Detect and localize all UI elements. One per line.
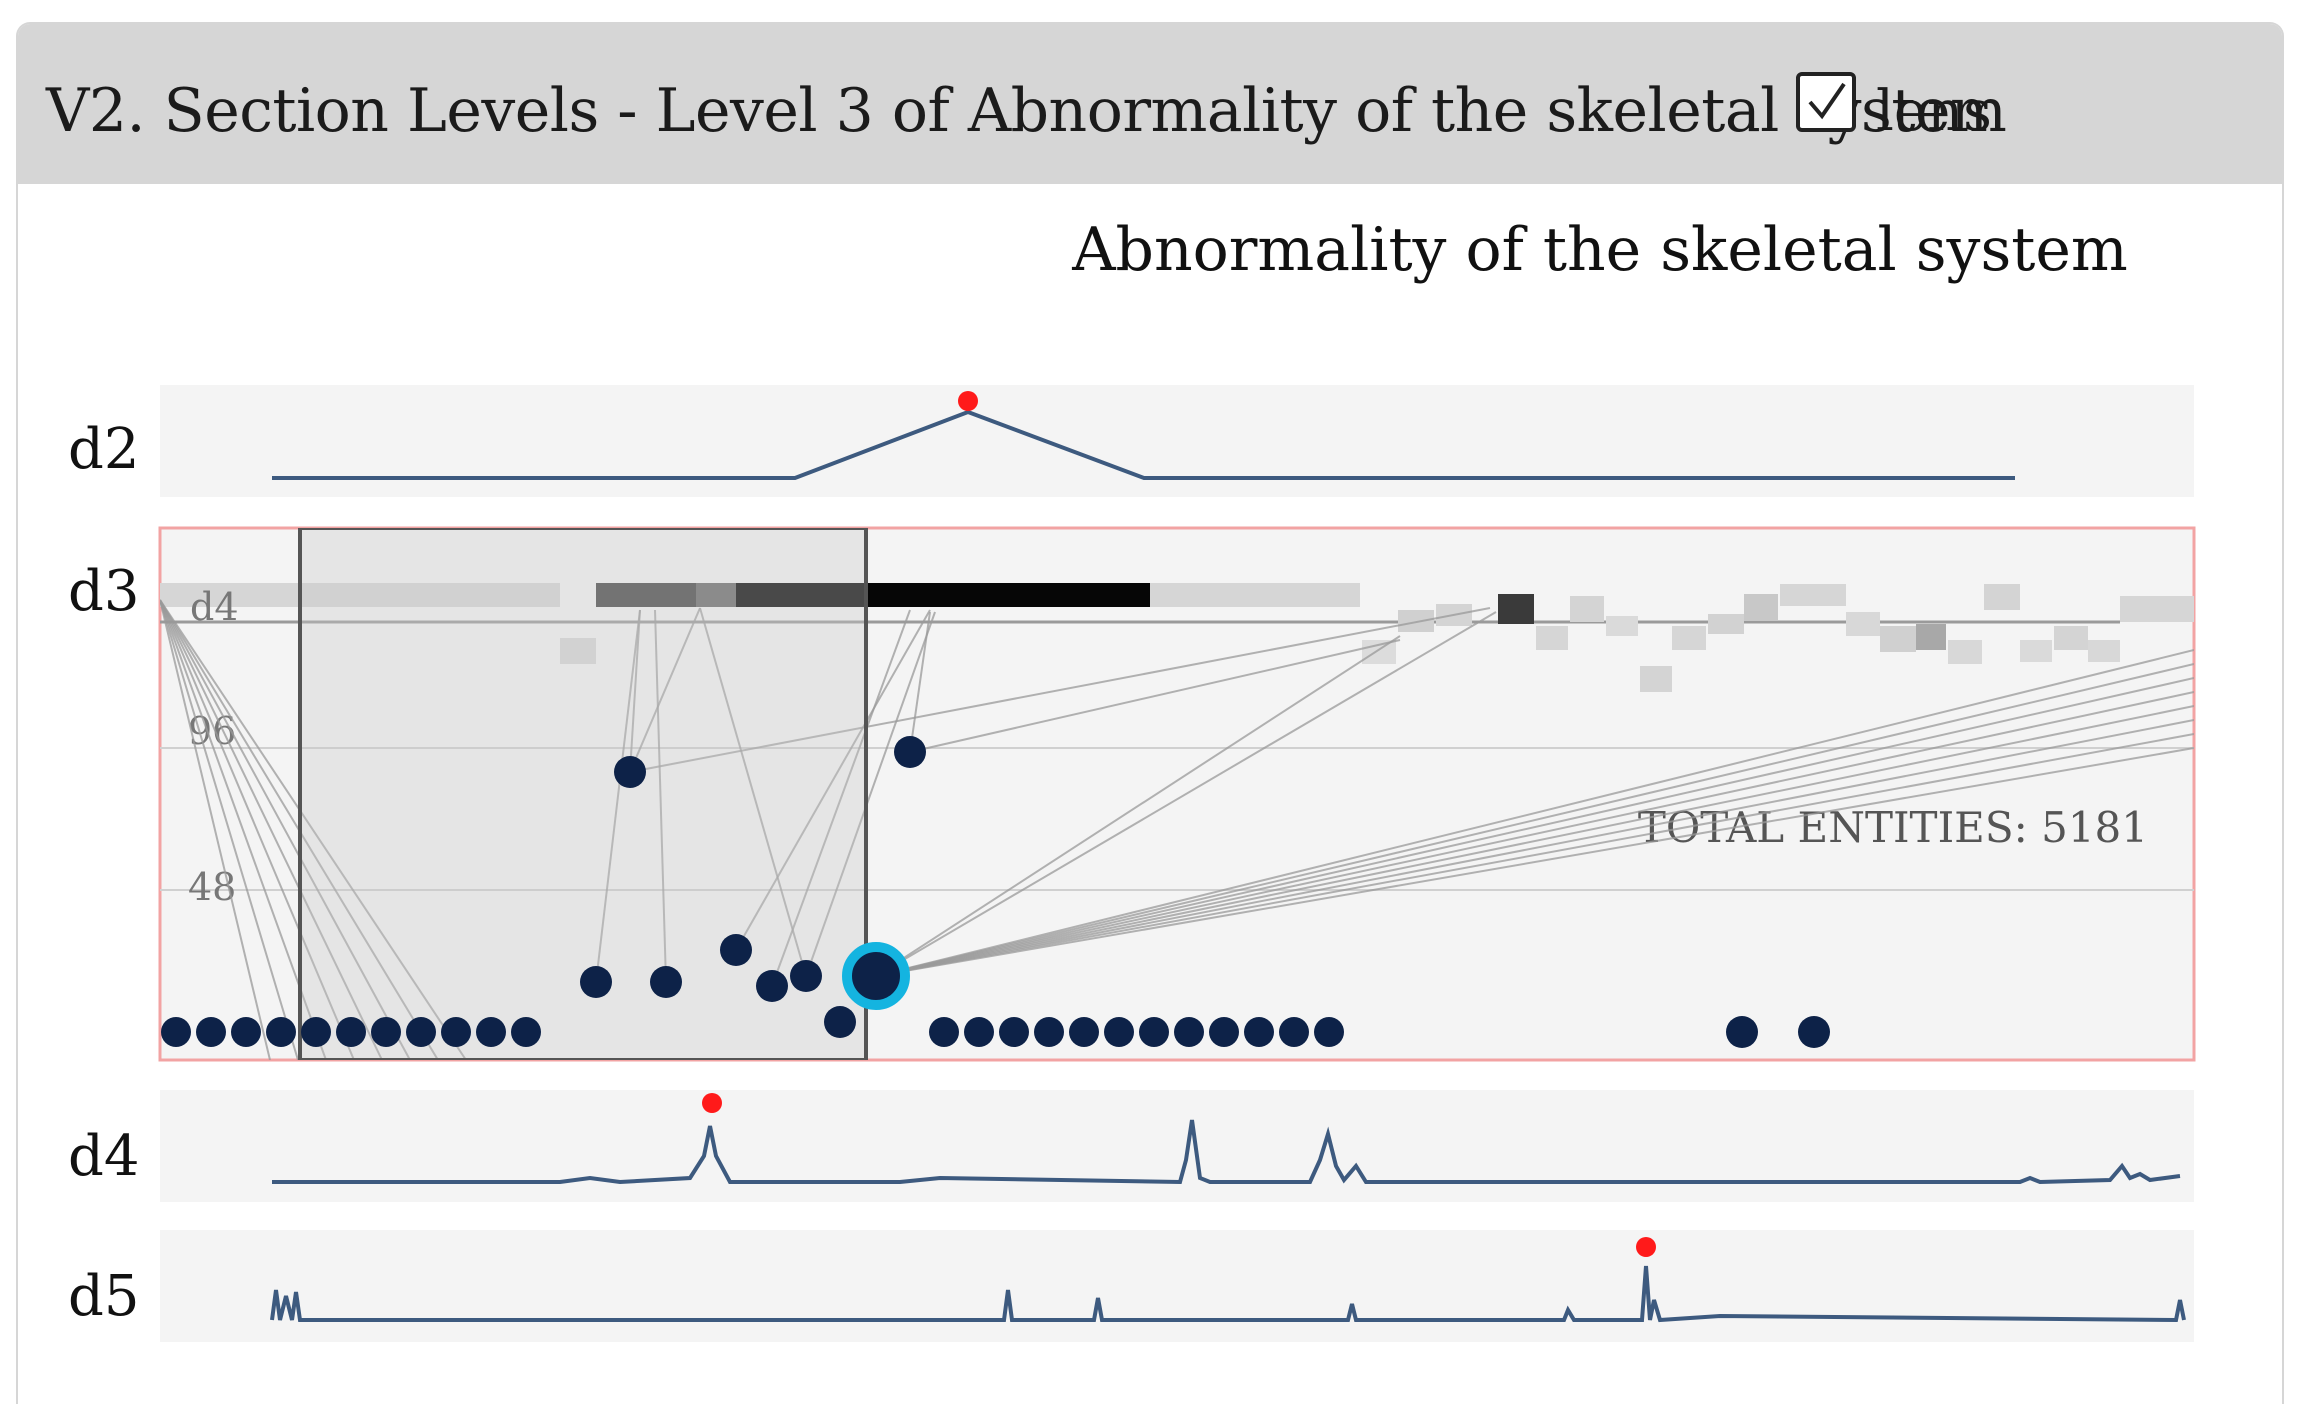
- entity-dot[interactable]: [1279, 1017, 1309, 1047]
- d4-sparkline: [272, 1119, 2181, 1185]
- entity-dot[interactable]: [720, 934, 752, 966]
- entity-dots: [161, 736, 1830, 1048]
- connector-line: [875, 691, 2194, 977]
- entity-dot[interactable]: [824, 1006, 856, 1038]
- connector-line: [875, 705, 2194, 977]
- row-label-d2: d2: [68, 417, 139, 482]
- connector-line: [654, 609, 667, 983]
- chart-title: Abnormality of the skeletal system: [1071, 215, 2128, 285]
- lens-checkbox[interactable]: [1796, 72, 1856, 132]
- entity-dot[interactable]: [1726, 1016, 1758, 1048]
- entity-dot[interactable]: [511, 1017, 541, 1047]
- connector-line: [160, 599, 299, 1060]
- d4-strip-c: [696, 583, 736, 607]
- selected-entity-dot[interactable]: [842, 942, 910, 1010]
- entity-dot[interactable]: [1069, 1017, 1099, 1047]
- connector-line: [735, 609, 931, 951]
- entity-dot[interactable]: [1314, 1017, 1344, 1047]
- d4-strip-d: [736, 583, 1150, 607]
- panel-title: V2. Section Levels - Level 3 of Abnormal…: [46, 76, 2007, 146]
- connector-line: [909, 611, 931, 753]
- entity-dot[interactable]: [301, 1017, 331, 1047]
- d5-sparkline: [270, 1265, 2186, 1323]
- entity-dot[interactable]: [999, 1017, 1029, 1047]
- lens-label: lens: [1876, 79, 1992, 144]
- entity-dot[interactable]: [1244, 1017, 1274, 1047]
- entity-dot[interactable]: [894, 736, 926, 768]
- entity-dot[interactable]: [1174, 1017, 1204, 1047]
- d2-peak-marker: [958, 391, 978, 411]
- entity-dot[interactable]: [441, 1017, 471, 1047]
- connector-line: [771, 609, 911, 987]
- connector-line: [699, 607, 807, 977]
- entity-dot[interactable]: [266, 1017, 296, 1047]
- connector-line: [160, 599, 383, 1060]
- entity-dot[interactable]: [756, 970, 788, 1002]
- entity-dot[interactable]: [336, 1017, 366, 1047]
- d5-peak-marker: [1636, 1237, 1656, 1257]
- entity-dot[interactable]: [1798, 1016, 1830, 1048]
- connector-line: [875, 747, 2194, 977]
- connector-line: [629, 609, 641, 773]
- connector-line: [805, 611, 936, 977]
- entity-dot[interactable]: [964, 1017, 994, 1047]
- entity-dot[interactable]: [406, 1017, 436, 1047]
- entity-dot[interactable]: [790, 960, 822, 992]
- d4-strip-e: [1150, 583, 1360, 607]
- row-d5-background: [160, 1230, 2194, 1342]
- d4-strip-a: [160, 583, 560, 607]
- inner-d4-label: d4: [190, 585, 239, 629]
- d2-sparkline: [272, 409, 2015, 480]
- connector-line: [160, 599, 271, 1060]
- d4-peak-marker: [702, 1093, 722, 1113]
- row-label-d4: d4: [68, 1124, 139, 1189]
- entity-dot[interactable]: [231, 1017, 261, 1047]
- entity-dot[interactable]: [614, 756, 646, 788]
- connector-line: [875, 663, 2194, 977]
- total-entities-label: TOTAL ENTITIES: 5181: [1638, 803, 2148, 852]
- entity-dot[interactable]: [929, 1017, 959, 1047]
- entity-dot[interactable]: [1034, 1017, 1064, 1047]
- entity-dot[interactable]: [196, 1017, 226, 1047]
- connector-line: [629, 607, 701, 773]
- connector-line: [875, 635, 1401, 977]
- panel-header: V2. Section Levels - Level 3 of Abnormal…: [18, 24, 2282, 184]
- connector-lines: [160, 599, 2194, 1060]
- entity-dot[interactable]: [650, 966, 682, 998]
- connector-line: [160, 599, 467, 1060]
- connector-line: [875, 611, 1497, 977]
- entity-dot[interactable]: [476, 1017, 506, 1047]
- entity-dot[interactable]: [1139, 1017, 1169, 1047]
- connector-line: [160, 599, 411, 1060]
- connector-line: [875, 649, 2194, 977]
- connector-line: [875, 733, 2194, 977]
- connector-line: [160, 599, 355, 1060]
- row-label-d5: d5: [68, 1264, 139, 1329]
- d4-heat-blocks: [560, 584, 2194, 692]
- entity-dot[interactable]: [580, 966, 612, 998]
- entity-dot[interactable]: [371, 1017, 401, 1047]
- row-d4-background: [160, 1090, 2194, 1202]
- row-label-d3: d3: [68, 559, 139, 624]
- connector-line: [909, 639, 1401, 753]
- entity-dot[interactable]: [161, 1017, 191, 1047]
- check-icon: [1808, 82, 1846, 120]
- d4-strip-b: [596, 583, 696, 607]
- connector-line: [875, 677, 2194, 977]
- connector-line: [629, 607, 1491, 773]
- connector-line: [875, 719, 2194, 977]
- entity-dot[interactable]: [1209, 1017, 1239, 1047]
- row-d2-background: [160, 385, 2194, 497]
- entity-dot[interactable]: [1104, 1017, 1134, 1047]
- connector-line: [595, 609, 641, 983]
